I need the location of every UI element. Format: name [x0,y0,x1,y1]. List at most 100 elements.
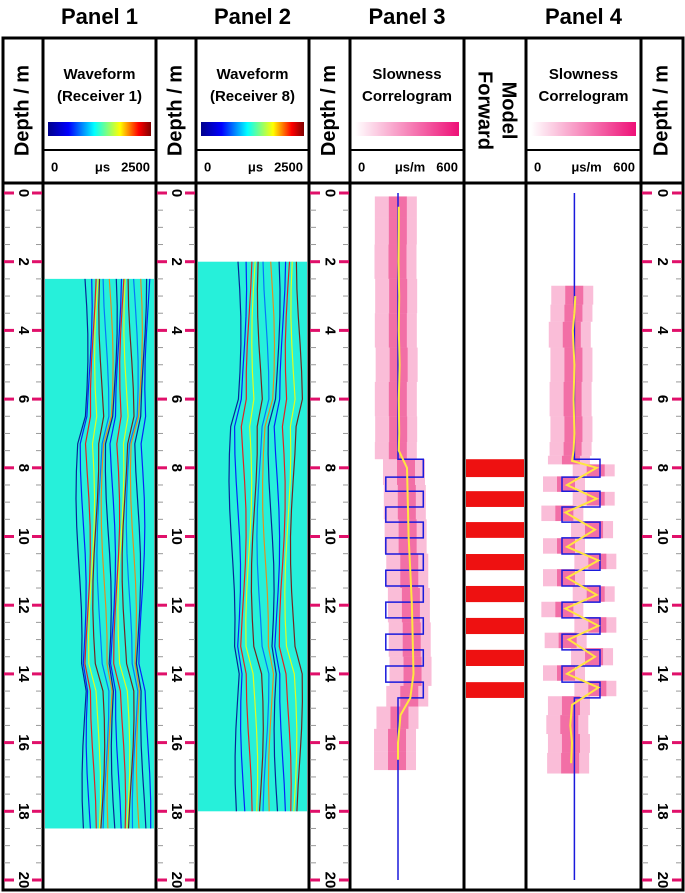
depth-tick-label: 14 [168,666,185,683]
correlogram-shade [563,442,582,456]
depth-tick-label: 4 [15,326,32,335]
model-layer [466,649,524,666]
colorbar [201,122,304,136]
depth-tick-label: 2 [322,258,339,266]
depth-tick-label: 4 [168,326,185,335]
waveform-trace [250,261,264,812]
waveform-trace [79,278,93,829]
depth-tick-label: 2 [15,258,32,266]
correlogram-shade [547,734,590,753]
depth-tick-label: 14 [322,666,339,683]
track-title: Waveform [64,66,136,83]
depth-tick-label: 10 [654,528,671,545]
correlogram-shade [384,519,427,554]
colorbar-max: 2500 [274,159,303,174]
model-label: Model [498,82,520,140]
correlogram-shade [547,752,590,774]
colorbar-max: 600 [613,159,635,174]
correlogram-shade [374,217,417,245]
depth-tick-label: 4 [654,326,671,335]
depth-tick-label: 12 [168,597,185,614]
waveform-trace [284,261,298,812]
colorbar-min: 0 [534,159,541,174]
correlogram-shade [548,321,591,348]
correlogram-shade [546,715,589,735]
model-layer [466,682,524,698]
correlogram-shade [400,685,419,707]
colorbar-min: 0 [358,159,365,174]
depth-tick-label: 12 [15,597,32,614]
panel-title: Panel 3 [368,4,445,29]
correlogram-shade [374,728,417,752]
depth-tick-label: 20 [15,872,32,889]
correlogram-shade [374,313,417,348]
depth-tick-label: 10 [168,528,185,545]
track-title: Waveform [217,66,289,83]
waveform-trace [129,278,144,829]
panel-title: Panel 2 [214,4,291,29]
colorbar [355,122,459,136]
colorbar-unit: μs [248,159,263,174]
depth-tick-label: 16 [15,734,32,751]
depth-axis-label: Depth / m [11,65,33,156]
model-layer [466,459,524,478]
model-layer [466,491,524,507]
colorbar [531,122,636,136]
waveform-trace [134,278,148,829]
waveform-trace [84,278,97,829]
waveform-trace [138,278,152,829]
correlogram-shade [571,521,614,539]
panel-title: Panel 1 [61,4,138,29]
colorbar [48,122,151,136]
depth-tick-label: 8 [322,464,339,472]
correlogram-shade [555,505,574,522]
correlogram-shade [375,416,418,443]
depth-tick-label: 14 [654,666,671,683]
picked-slowness [397,206,415,760]
correlogram-shade [374,196,417,218]
waveform-trace [233,261,248,812]
colorbar-min: 0 [204,159,211,174]
correlogram-shade [562,321,581,348]
correlogram-shade [555,601,574,618]
depth-tick-label: 10 [322,528,339,545]
depth-tick-label: 6 [654,395,671,403]
depth-tick-label: 0 [15,189,32,197]
waveform-image [45,278,154,829]
waveform-trace [87,278,102,829]
waveform-trace [96,278,110,829]
correlogram-shade [375,278,418,314]
column-header [639,36,685,185]
correlogram-shade [561,455,580,465]
model-label: Forward [474,71,496,150]
track-subtitle: Correlogram [362,88,452,105]
depth-tick-label: 10 [15,528,32,545]
waveform-trace [125,278,139,829]
waveform-trace [261,261,276,812]
depth-tick-label: 20 [322,872,339,889]
depth-tick-label: 6 [322,395,339,403]
correlogram-shade [374,381,417,417]
colorbar-unit: μs/m [571,159,601,174]
waveform-trace [240,261,253,812]
depth-tick-label: 6 [168,395,185,403]
waveform-trace [117,278,131,829]
waveform-trace [75,278,89,829]
depth-tick-label: 16 [654,734,671,751]
colorbar-min: 0 [51,159,58,174]
waveform-trace [109,278,123,829]
depth-tick-label: 8 [15,464,32,472]
correlogram-shade [374,244,417,279]
waveform-trace [267,261,281,812]
correlogram-shade [386,685,429,707]
column-track [348,181,466,892]
depth-tick-label: 14 [15,666,32,683]
track-title: Slowness [549,66,618,83]
depth-tick-label: 2 [168,258,185,266]
depth-tick-label: 8 [654,464,671,472]
depth-tick-label: 16 [322,734,339,751]
correlogram-shade [550,347,593,382]
correlogram-shade [388,751,407,771]
depth-axis-label: Depth / m [650,65,672,156]
